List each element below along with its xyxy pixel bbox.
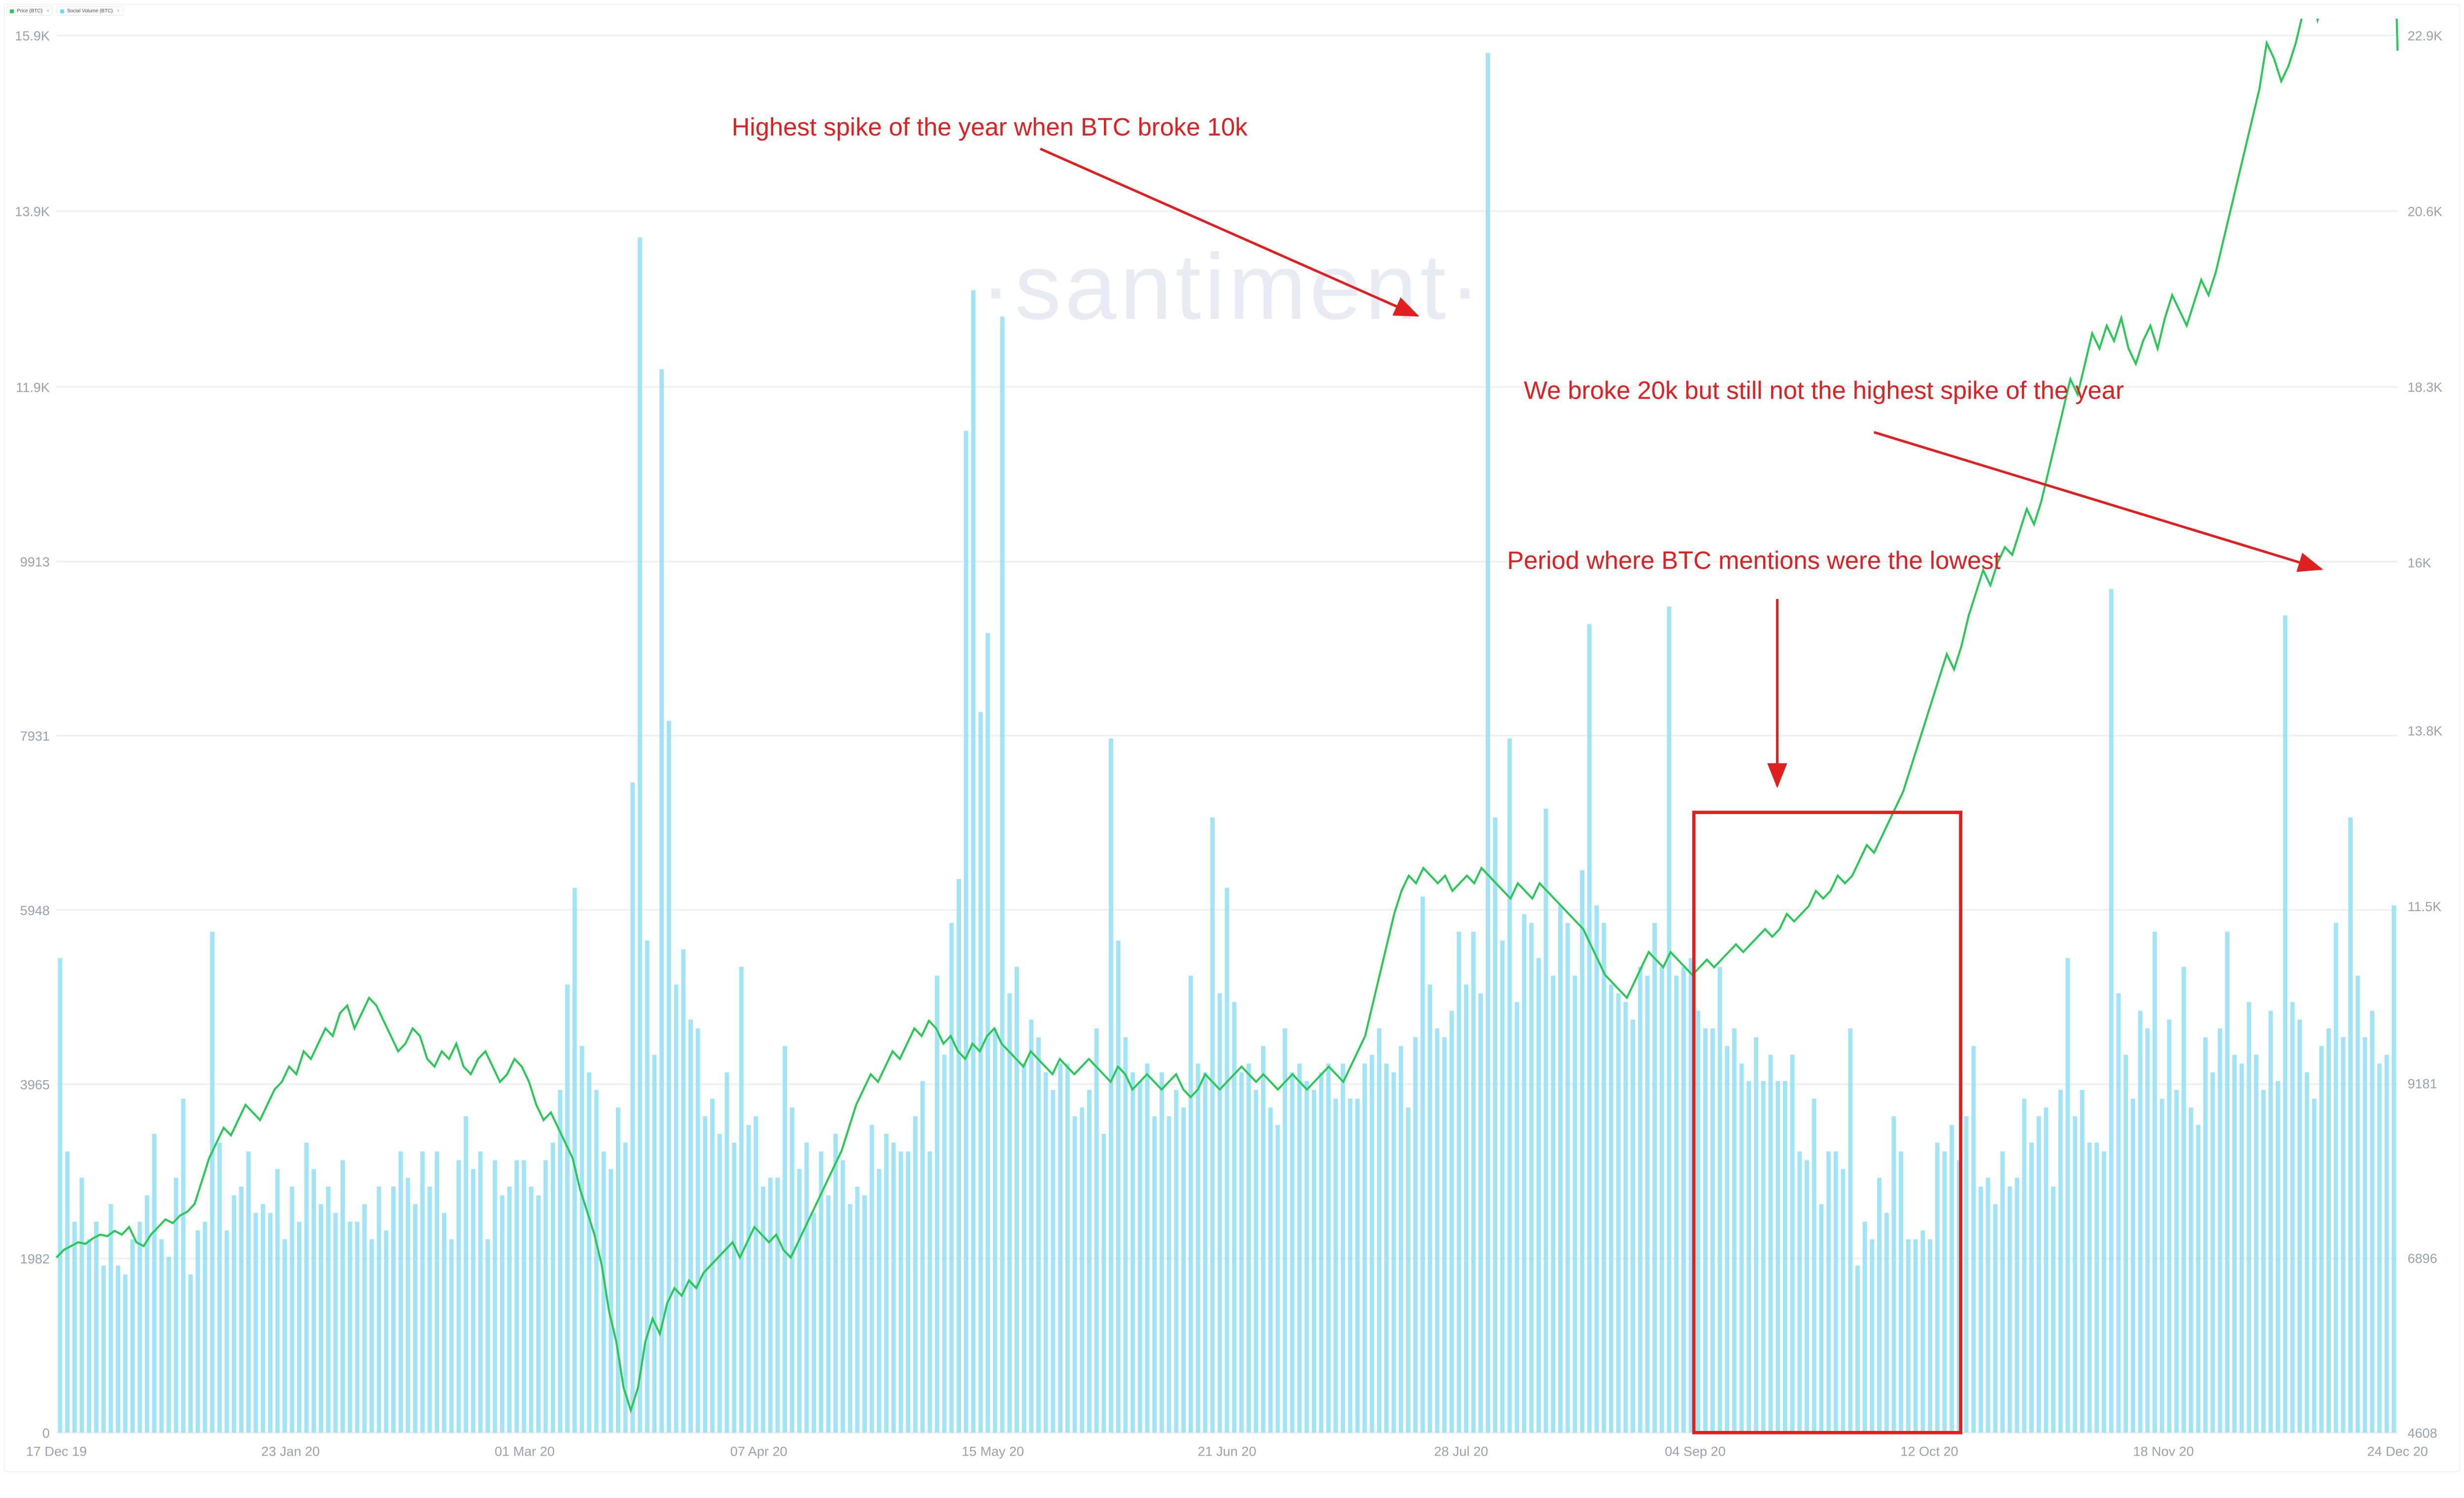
legend-swatch-social (60, 9, 64, 13)
svg-text:11.5K: 11.5K (2407, 899, 2441, 914)
combo-chart[interactable]: ·santiment· 0 1982 3965 5948 7931 9913 11.9K 13… (6, 19, 2458, 1469)
svg-text:13.9K: 13.9K (15, 204, 50, 219)
svg-text:7931: 7931 (20, 729, 50, 744)
watermark: ·santiment· (980, 235, 1484, 339)
legend-label-price: Price (BTC) (17, 8, 42, 14)
svg-text:11.9K: 11.9K (16, 380, 50, 395)
svg-text:24 Dec 20: 24 Dec 20 (2367, 1444, 2428, 1459)
svg-text:04 Sep 20: 04 Sep 20 (1665, 1444, 1725, 1459)
right-axis: 4608 6896 9181 11.5K 13.8K 16K 18.3K 20.6K 22.9K (2407, 29, 2442, 1441)
svg-text:07 Apr 20: 07 Apr 20 (730, 1444, 787, 1459)
svg-text:22.9K: 22.9K (2407, 29, 2442, 43)
svg-text:4608: 4608 (2407, 1426, 2437, 1440)
legend-bar: Price (BTC) × Social Volume (BTC) × (6, 6, 2458, 16)
svg-text:13.8K: 13.8K (2407, 724, 2442, 739)
svg-text:20.6K: 20.6K (2407, 204, 2442, 219)
svg-text:5948: 5948 (20, 903, 50, 918)
svg-text:28 Jul 20: 28 Jul 20 (1434, 1444, 1488, 1459)
svg-text:12 Oct 20: 12 Oct 20 (1900, 1444, 1958, 1459)
legend-swatch-price (10, 9, 14, 13)
close-icon[interactable]: × (45, 8, 49, 14)
annotation-spike-20k: We broke 20k but still not the highest s… (1524, 376, 2124, 404)
close-icon[interactable]: × (116, 8, 120, 14)
svg-text:9913: 9913 (20, 555, 50, 570)
svg-text:23 Jan 20: 23 Jan 20 (261, 1444, 320, 1459)
svg-text:17 Dec 19: 17 Dec 19 (26, 1444, 87, 1459)
x-axis: 17 Dec 19 23 Jan 20 01 Mar 20 07 Apr 20 15 M… (26, 1444, 2428, 1459)
annotation-lowest-period: Period where BTC mentions were the lowes… (1507, 546, 2000, 575)
svg-text:01 Mar 20: 01 Mar 20 (495, 1444, 555, 1459)
chart-container: Price (BTC) × Social Volume (BTC) × ·san… (4, 4, 2460, 1472)
legend-chip-price[interactable]: Price (BTC) × (6, 6, 53, 16)
svg-text:15 May 20: 15 May 20 (962, 1444, 1024, 1459)
chart-wrapper: ·santiment· 0 1982 3965 5948 7931 9913 11.9K 13… (6, 19, 2458, 1469)
left-axis: 0 1982 3965 5948 7931 9913 11.9K 13.9K 15.9K (15, 29, 50, 1441)
svg-text:15.9K: 15.9K (15, 29, 50, 43)
legend-chip-social[interactable]: Social Volume (BTC) × (57, 6, 123, 16)
svg-text:18 Nov 20: 18 Nov 20 (2133, 1444, 2193, 1459)
svg-text:16K: 16K (2407, 556, 2431, 571)
svg-text:9181: 9181 (2407, 1077, 2437, 1091)
svg-text:0: 0 (42, 1426, 50, 1440)
svg-text:6896: 6896 (2407, 1251, 2437, 1266)
svg-text:1982: 1982 (20, 1252, 50, 1266)
svg-text:3965: 3965 (20, 1077, 50, 1092)
annotation-spike-10k: Highest spike of the year when BTC broke… (732, 113, 1248, 141)
svg-text:21 Jun 20: 21 Jun 20 (1198, 1444, 1256, 1459)
svg-text:18.3K: 18.3K (2407, 380, 2442, 395)
legend-label-social: Social Volume (BTC) (67, 8, 113, 14)
